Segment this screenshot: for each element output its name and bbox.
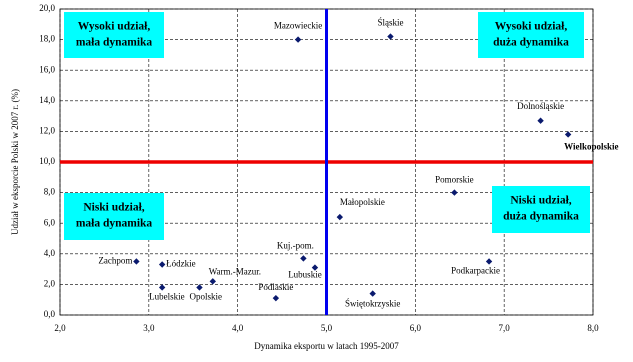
x-tick-label: 8,0 xyxy=(587,323,599,333)
point-label: Małopolskie xyxy=(340,197,385,207)
point-label: Łódzkie xyxy=(166,259,196,269)
data-point xyxy=(564,131,572,138)
data-point xyxy=(158,284,166,291)
y-tick-label: 12,0 xyxy=(39,125,55,135)
point-label: Pomorskie xyxy=(435,175,474,185)
x-tick-label: 6,0 xyxy=(410,323,422,333)
x-axis-label: Dynamika eksportu w latach 1995-2007 xyxy=(254,341,399,351)
quadrant-label: duża dynamika xyxy=(503,211,579,223)
x-tick-label: 4,0 xyxy=(232,323,244,333)
point-label: Mazowieckie xyxy=(274,21,322,31)
point-label: Kuj.-pom. xyxy=(277,240,314,250)
data-point xyxy=(451,189,458,196)
point-label: Zachpom xyxy=(98,256,132,266)
y-tick-label: 16,0 xyxy=(39,64,55,74)
quadrant-box xyxy=(492,186,590,233)
data-point xyxy=(294,36,302,43)
data-point xyxy=(387,33,394,40)
quadrant-label: mała dynamika xyxy=(76,218,153,230)
quadrant-label: Niski udział, xyxy=(510,195,571,207)
x-tick-label: 3,0 xyxy=(143,323,155,333)
y-tick-label: 2,0 xyxy=(44,278,56,288)
y-tick-label: 10,0 xyxy=(39,156,55,166)
quadrant-label: Wysoki udział, xyxy=(495,21,568,33)
y-tick-label: 0,0 xyxy=(44,309,56,319)
y-axis-label: Udział w eksporcie Polski w 2007 r. (%) xyxy=(10,89,20,235)
data-point xyxy=(133,258,140,265)
point-label: Podkarpackie xyxy=(451,266,500,276)
point-label: Warm.-Mazur. xyxy=(209,266,261,276)
data-point xyxy=(158,261,166,268)
data-point xyxy=(300,255,307,262)
quadrant-box xyxy=(64,12,164,58)
quadrant-box xyxy=(64,193,164,240)
data-point xyxy=(209,278,216,285)
point-label: Śląskie xyxy=(377,18,403,28)
point-label: Wielkopolskie xyxy=(564,142,618,152)
x-tick-label: 7,0 xyxy=(499,323,511,333)
data-point xyxy=(336,213,344,221)
quadrant-label: duża dynamika xyxy=(493,37,569,49)
data-point xyxy=(272,294,280,302)
x-tick-label: 5,0 xyxy=(321,323,333,333)
y-tick-label: 4,0 xyxy=(44,248,56,258)
point-label: Opolskie xyxy=(189,292,222,302)
quadrant-label: Niski udział, xyxy=(83,202,144,214)
y-tick-label: 18,0 xyxy=(39,34,55,44)
y-tick-label: 14,0 xyxy=(39,95,55,105)
point-label: Lubuskie xyxy=(288,270,322,280)
data-point xyxy=(369,290,376,297)
y-tick-label: 6,0 xyxy=(44,217,56,227)
data-point xyxy=(196,284,203,291)
quadrant-label: Wysoki udział, xyxy=(78,21,151,33)
data-point xyxy=(311,264,319,271)
point-label: Lubelskie xyxy=(149,292,185,302)
point-label: Podlaskie xyxy=(258,282,293,292)
quadrant-box xyxy=(478,12,584,58)
data-point xyxy=(537,117,544,124)
y-tick-label: 8,0 xyxy=(44,187,56,197)
point-label: Dolnośląskie xyxy=(517,101,564,111)
y-tick-label: 20,0 xyxy=(39,3,55,13)
x-tick-label: 2,0 xyxy=(54,323,66,333)
point-label: Świętokrzyskie xyxy=(345,299,401,309)
quadrant-label: mała dynamika xyxy=(76,37,153,49)
data-point xyxy=(485,258,493,265)
